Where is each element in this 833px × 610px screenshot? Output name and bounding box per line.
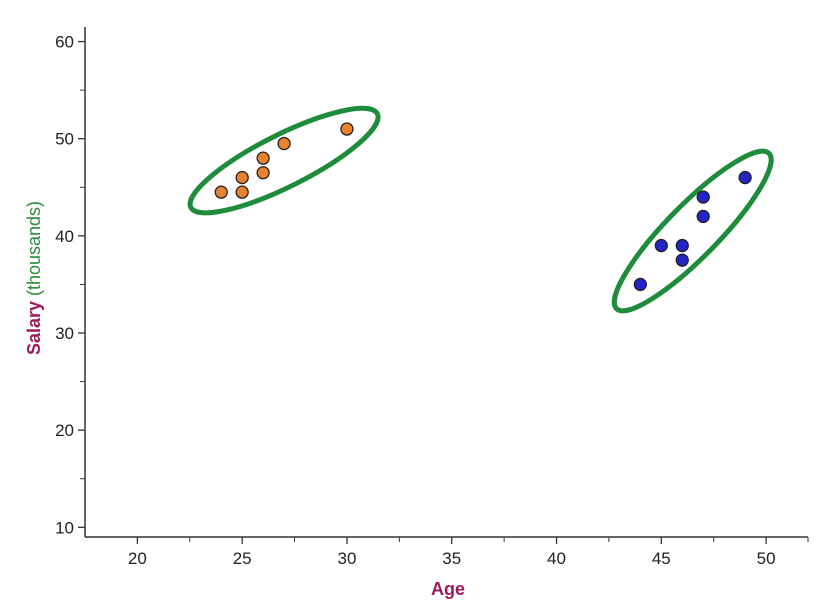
cluster-outline-1: [187, 105, 381, 216]
y-tick-label: 30: [55, 324, 74, 343]
x-tick-label: 30: [337, 549, 356, 568]
cluster-outline-2: [611, 148, 774, 314]
y-tick-label: 60: [55, 33, 74, 52]
data-point-series-2: [696, 209, 710, 224]
x-tick-label: 45: [652, 549, 671, 568]
x-tick-label: 35: [442, 549, 461, 568]
y-axis: 10 20 30 40 50 60: [55, 27, 86, 537]
y-tick-label: 40: [55, 227, 74, 246]
data-point-series-2: [675, 253, 689, 267]
y-axis-title: Salary (thousands): [24, 201, 44, 355]
data-point-series-1: [277, 136, 291, 151]
data-point-series-2: [633, 277, 647, 292]
data-point-series-1: [256, 151, 270, 165]
y-tick-label: 20: [55, 421, 74, 440]
x-axis-title: Age: [431, 579, 465, 599]
y-axis-title-part: (thousands): [24, 201, 44, 301]
x-tick-label: 40: [547, 549, 566, 568]
x-tick-label: 50: [757, 549, 776, 568]
data-points: [214, 122, 752, 292]
data-point-series-2: [696, 190, 710, 204]
data-point-series-2: [654, 238, 668, 253]
x-tick-label: 20: [128, 549, 147, 568]
data-point-series-1: [214, 185, 228, 199]
data-point-series-1: [235, 170, 249, 185]
y-tick-label: 50: [55, 130, 74, 149]
x-axis: 20 25 30 35 40 45 50: [85, 536, 809, 568]
data-point-series-1: [256, 166, 270, 180]
y-tick-label: 10: [55, 518, 74, 537]
data-point-series-1: [235, 185, 249, 199]
y-axis-title-part: Salary: [24, 301, 44, 355]
x-tick-label: 25: [233, 549, 252, 568]
data-point-series-2: [738, 170, 752, 185]
cluster-outlines: [187, 105, 774, 314]
data-point-series-1: [340, 122, 354, 136]
data-point-series-2: [675, 238, 689, 253]
